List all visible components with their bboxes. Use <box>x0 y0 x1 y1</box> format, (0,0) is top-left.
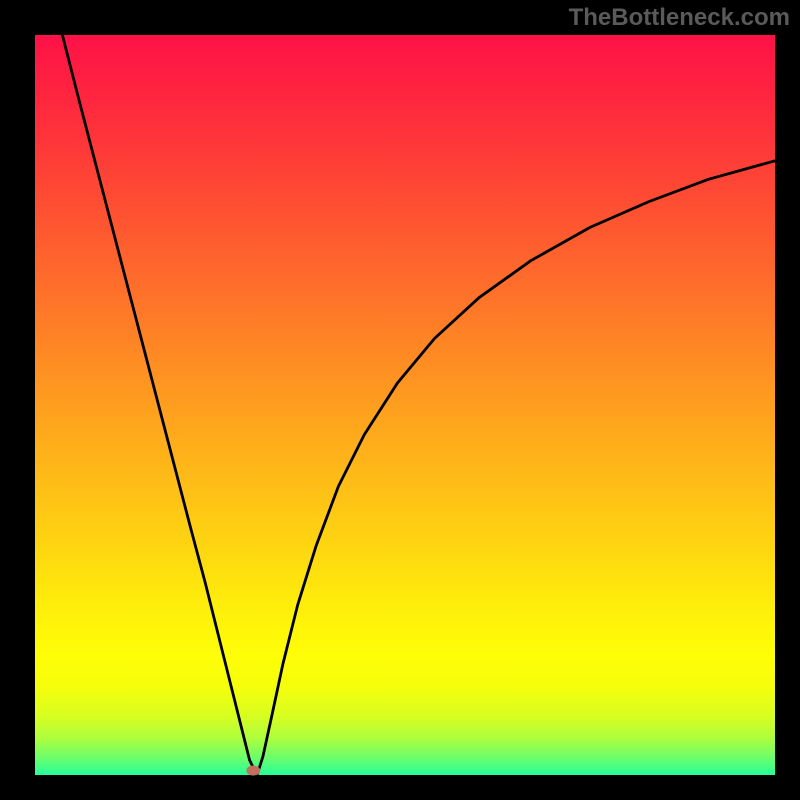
watermark: TheBottleneck.com <box>569 4 790 32</box>
plot-background <box>35 35 775 775</box>
bottleneck-curve-chart <box>0 0 800 800</box>
optimum-marker <box>246 766 260 776</box>
chart-container: TheBottleneck.com <box>0 0 800 800</box>
